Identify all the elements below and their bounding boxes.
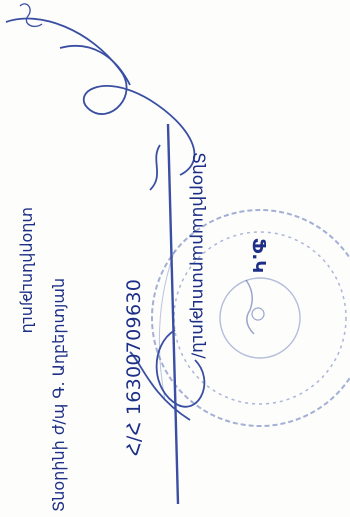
- mark-glyph: [19, 3, 43, 28]
- seal-abbreviation: Ֆ.Կ: [248, 238, 269, 274]
- director-label: տնօրինություն: [19, 207, 38, 334]
- round-seal: [151, 209, 350, 427]
- registration-number: Հ/Հ 16300709630: [123, 278, 145, 456]
- seal-emblem: [245, 279, 265, 335]
- organization-line: Տնօրինի ժ/պ Գ. Աղբերտյան: [49, 277, 68, 512]
- signature: [5, 17, 206, 505]
- signature-title: Տնօրինարարտություն/: [188, 152, 208, 359]
